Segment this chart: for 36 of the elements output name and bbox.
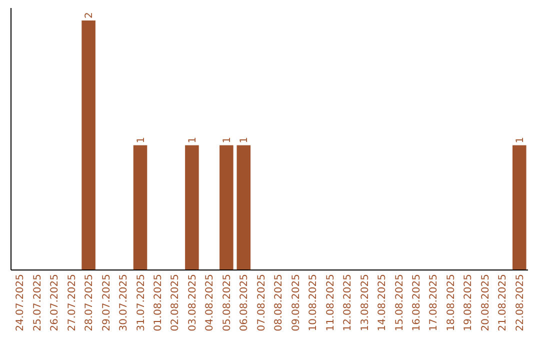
x-tick-label: 14.08.2025 xyxy=(377,274,388,332)
x-tick-label: 20.08.2025 xyxy=(480,274,492,332)
x-tick-label: 28.07.2025 xyxy=(84,274,96,332)
x-tick-label: 03.08.2025 xyxy=(187,274,198,332)
x-tick-label: 19.08.2025 xyxy=(463,274,474,332)
x-tick-label: 24.07.2025 xyxy=(15,274,26,332)
x-tick-label: 12.08.2025 xyxy=(342,274,354,332)
x-tick-label: 27.07.2025 xyxy=(66,274,78,332)
x-tick-label: 10.08.2025 xyxy=(308,274,320,332)
x-tick-label: 02.08.2025 xyxy=(170,274,182,332)
x-tick-label: 13.08.2025 xyxy=(360,274,371,332)
x-tick-label: 09.08.2025 xyxy=(290,274,302,332)
x-tick-label: 06.08.2025 xyxy=(239,274,250,332)
x-tick-label: 07.08.2025 xyxy=(256,274,268,332)
x-tick-label: 31.07.2025 xyxy=(136,274,147,332)
x-tick-label: 26.07.2025 xyxy=(50,274,61,332)
data-label: 1 xyxy=(187,136,198,144)
data-label: 1 xyxy=(239,136,250,144)
x-tick-label: 05.08.2025 xyxy=(222,274,233,332)
x-tick-label: 01.08.2025 xyxy=(152,274,164,332)
x-tick-label: 08.08.2025 xyxy=(274,274,285,332)
x-tick-label: 30.07.2025 xyxy=(118,274,130,332)
x-tick-label: 16.08.2025 xyxy=(411,274,422,332)
data-label: 1 xyxy=(222,136,233,144)
x-tick-label: 29.07.2025 xyxy=(101,274,112,332)
x-tick-label: 18.08.2025 xyxy=(446,274,457,332)
x-tick-label: 22.08.2025 xyxy=(514,274,526,332)
data-label: 2 xyxy=(84,12,96,18)
x-tick-label: 11.08.2025 xyxy=(325,274,336,332)
x-tick-label: 21.08.2025 xyxy=(498,274,509,332)
x-tick-label: 15.08.2025 xyxy=(394,274,406,332)
x-tick-label: 25.07.2025 xyxy=(32,274,44,332)
x-tick-label: 04.08.2025 xyxy=(204,274,216,332)
data-label: 1 xyxy=(514,136,526,144)
x-tick-label: 17.08.2025 xyxy=(428,274,440,332)
data-label: 1 xyxy=(136,136,147,144)
